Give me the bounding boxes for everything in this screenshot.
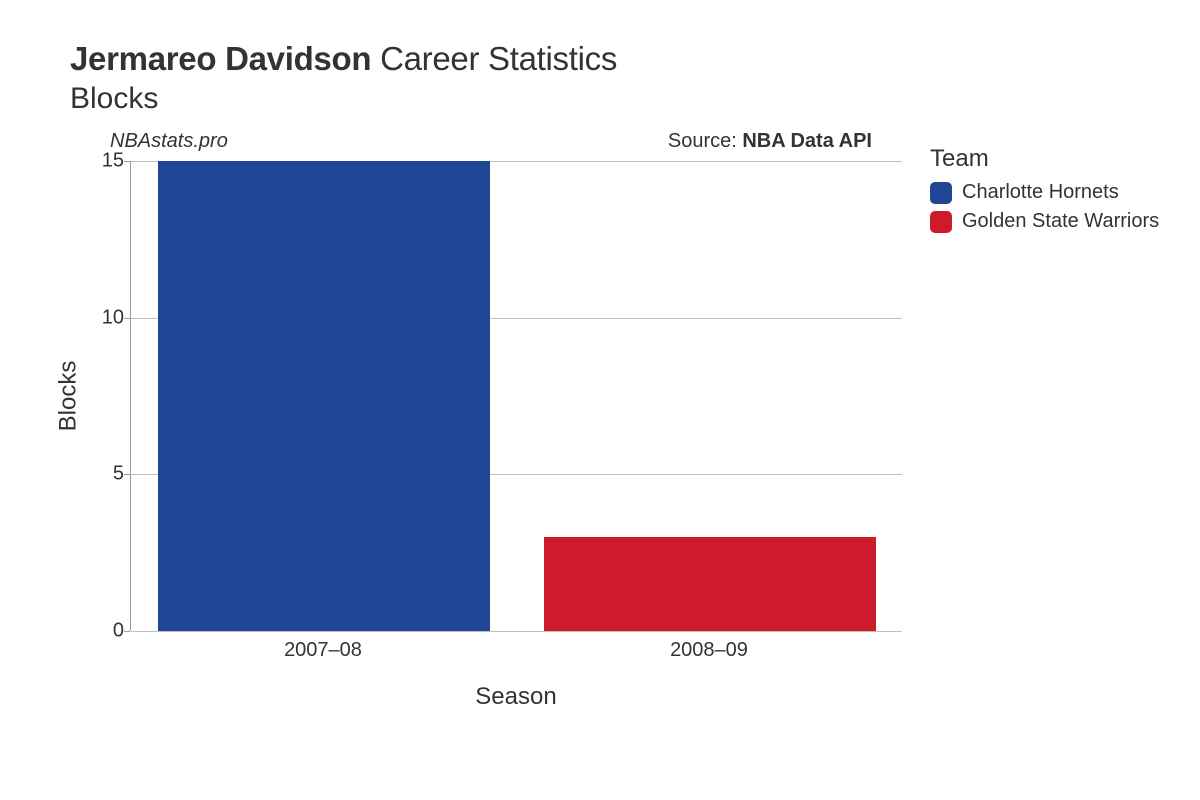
legend-swatch bbox=[930, 211, 952, 233]
chart-page: Jermareo Davidson Career Statistics Bloc… bbox=[0, 0, 1200, 800]
player-name: Jermareo Davidson bbox=[70, 40, 371, 77]
y-tick-label: 0 bbox=[94, 620, 124, 643]
legend-swatch bbox=[930, 182, 952, 204]
legend-item: Charlotte Hornets bbox=[930, 181, 1159, 204]
y-tick-label: 15 bbox=[94, 150, 124, 173]
y-tick-label: 5 bbox=[94, 463, 124, 486]
source-name: NBA Data API bbox=[742, 130, 872, 152]
x-tick-label: 2008–09 bbox=[670, 639, 748, 662]
chart-title: Jermareo Davidson Career Statistics bbox=[70, 40, 1170, 78]
gridline bbox=[131, 631, 902, 632]
y-tick-label: 10 bbox=[94, 306, 124, 329]
title-suffix: Career Statistics bbox=[380, 40, 617, 77]
legend-label: Charlotte Hornets bbox=[962, 181, 1119, 204]
legend-label: Golden State Warriors bbox=[962, 210, 1159, 233]
legend-title: Team bbox=[930, 145, 1159, 173]
chart-subtitle: Blocks bbox=[70, 82, 1170, 116]
bar bbox=[158, 161, 490, 631]
bar bbox=[544, 537, 876, 631]
x-tick-label: 2007–08 bbox=[284, 639, 362, 662]
x-axis-title: Season bbox=[130, 683, 902, 711]
source-credit: Source: NBA Data API bbox=[668, 130, 872, 153]
chart-stage: Blocks 051015 2007–082008–09 Season Team… bbox=[60, 155, 1180, 715]
meta-row: NBAstats.pro Source: NBA Data API bbox=[110, 130, 872, 153]
plot-area bbox=[130, 161, 902, 631]
y-tick-mark bbox=[124, 631, 130, 632]
site-credit: NBAstats.pro bbox=[110, 130, 228, 153]
legend-item: Golden State Warriors bbox=[930, 210, 1159, 233]
y-axis-title: Blocks bbox=[56, 161, 80, 631]
source-prefix: Source: bbox=[668, 130, 742, 152]
title-block: Jermareo Davidson Career Statistics Bloc… bbox=[70, 40, 1170, 116]
legend: Team Charlotte Hornets Golden State Warri… bbox=[930, 145, 1159, 239]
